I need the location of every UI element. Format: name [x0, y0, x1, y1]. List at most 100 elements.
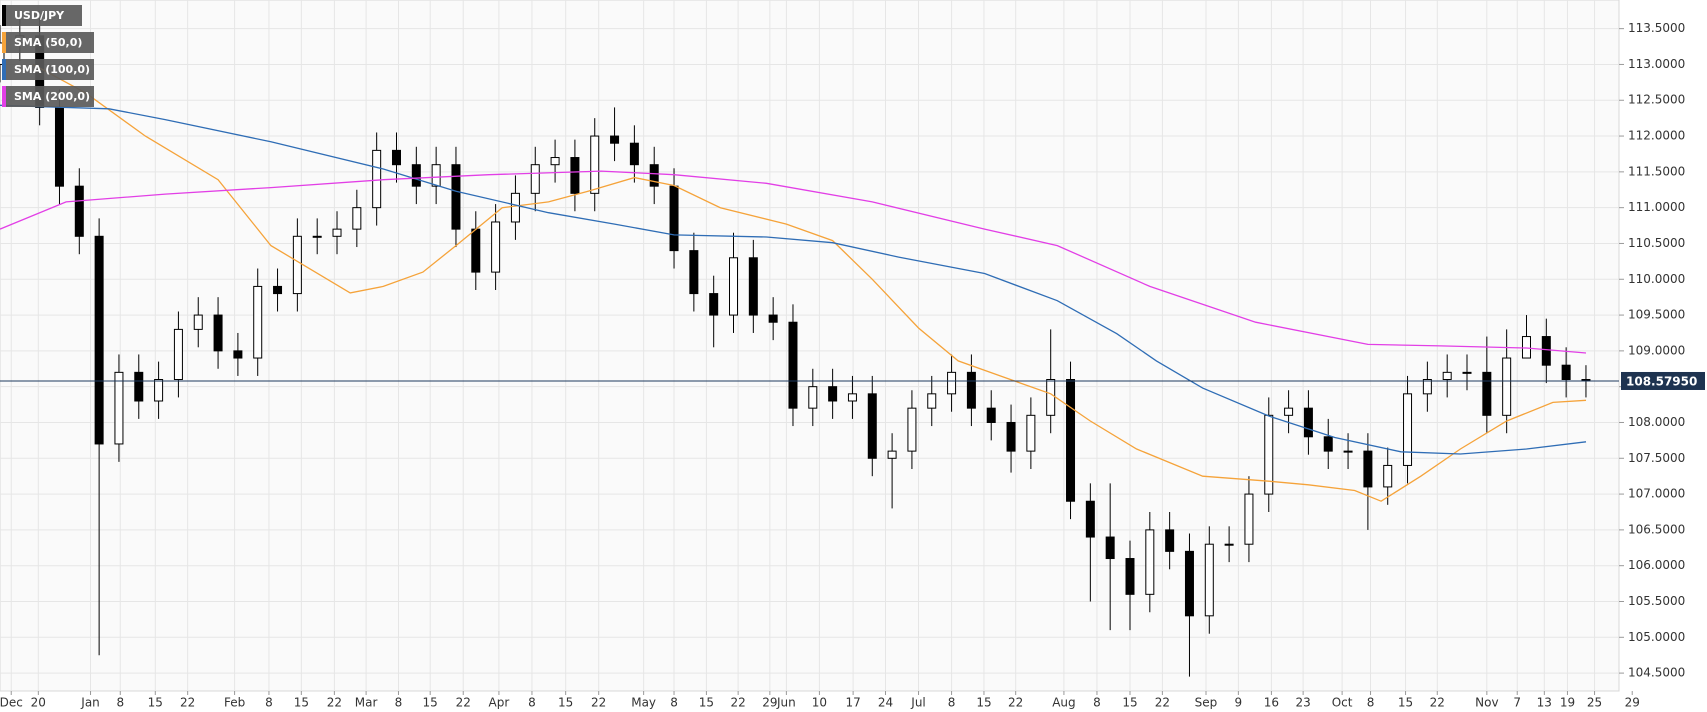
candle-body — [1066, 379, 1076, 502]
candle-body — [1264, 414, 1274, 495]
last-price-tag — [1621, 371, 1705, 390]
candle-body — [1184, 550, 1194, 617]
x-tick-label: 24 — [878, 696, 893, 710]
candle-body — [1006, 421, 1016, 452]
candle-body — [1224, 543, 1234, 546]
candle-body — [570, 157, 580, 194]
x-tick-label: 8 — [1093, 696, 1101, 710]
candle-body — [491, 221, 501, 273]
x-tick-label: Feb — [224, 696, 245, 710]
candle-body — [1462, 371, 1472, 374]
candle-body — [1561, 364, 1571, 381]
x-tick-label: 13 — [1537, 696, 1552, 710]
x-tick-label: Jan — [80, 696, 100, 710]
plot-area — [0, 0, 1620, 692]
x-tick-label: Mar — [355, 696, 378, 710]
candle-body — [1403, 393, 1413, 466]
candle-body — [431, 164, 441, 187]
candle-body — [729, 257, 739, 316]
legend-swatch — [2, 59, 6, 80]
candle-body — [213, 314, 223, 352]
candle-body — [1284, 407, 1294, 416]
candle-body — [1046, 379, 1056, 416]
x-tick-label: 15 — [1398, 696, 1413, 710]
candle-body — [1323, 436, 1333, 452]
x-tick-label: 15 — [699, 696, 714, 710]
sma-line — [0, 170, 1587, 354]
y-tick-label: 110.5000 — [1628, 236, 1685, 250]
sma-line — [32, 63, 1587, 502]
x-tick-label: 22 — [1155, 696, 1170, 710]
candle-body — [510, 192, 520, 223]
candle-body — [887, 450, 897, 459]
candle-body — [273, 285, 283, 295]
y-tick-label: 112.0000 — [1628, 129, 1685, 143]
y-tick-label: 113.5000 — [1628, 21, 1685, 35]
candle-body — [332, 228, 342, 237]
x-tick-label: 9 — [1235, 696, 1243, 710]
x-tick-label: Apr — [489, 696, 510, 710]
x-tick-label: 15 — [148, 696, 163, 710]
candle-body — [1482, 371, 1492, 416]
x-tick-label: Sep — [1195, 696, 1218, 710]
x-tick-label: 25 — [1587, 696, 1602, 710]
legend-label: SMA (200,0) — [14, 90, 90, 103]
x-tick-label: 22 — [1430, 696, 1445, 710]
candle-body — [867, 393, 877, 459]
candle-body — [0, 42, 5, 65]
x-tick-label: 22 — [1008, 696, 1023, 710]
x-tick-label: 15 — [558, 696, 573, 710]
candle-body — [193, 314, 203, 330]
candle-body — [1165, 529, 1175, 552]
x-tick-label: Aug — [1052, 696, 1075, 710]
candle-body — [1085, 500, 1095, 538]
candle-body — [1105, 536, 1115, 560]
x-tick-label: 8 — [948, 696, 956, 710]
candle-body — [74, 185, 84, 237]
x-tick-label: 8 — [116, 696, 124, 710]
candle-body — [471, 228, 481, 273]
x-tick-label: 7 — [1513, 696, 1521, 710]
candle-body — [669, 185, 679, 252]
x-tick-label: 19 — [1560, 696, 1575, 710]
legend-box — [2, 5, 82, 26]
x-tick-label: Oct — [1332, 696, 1353, 710]
candle-body — [610, 135, 620, 144]
candle-body — [1383, 464, 1393, 488]
candle-body — [154, 379, 164, 402]
y-tick-label: 111.5000 — [1628, 164, 1685, 178]
x-tick-label: Nov — [1475, 696, 1498, 710]
x-tick-label: 22 — [327, 696, 342, 710]
x-tick-label: 29 — [762, 696, 777, 710]
candle-body — [966, 371, 976, 409]
candle-body — [134, 371, 144, 402]
candle-body — [1204, 543, 1214, 617]
candle-body — [451, 164, 461, 230]
candle-body — [748, 257, 758, 316]
last-price-label: 108.57950 — [1626, 374, 1697, 388]
x-tick-label: 8 — [528, 696, 536, 710]
candle-body — [1363, 450, 1373, 488]
candle-body — [689, 250, 699, 295]
candle-body — [1502, 357, 1512, 416]
candle-body — [947, 371, 957, 395]
candle-body — [828, 386, 838, 402]
candle-body — [391, 149, 401, 166]
candle-body — [411, 164, 421, 187]
y-tick-label: 108.0000 — [1628, 415, 1685, 429]
candle-body — [768, 314, 778, 323]
candle-body — [1442, 371, 1452, 381]
candle-body — [590, 135, 600, 194]
x-tick-label: 29 — [1625, 696, 1640, 710]
candle-body — [1422, 379, 1432, 395]
x-tick-label: Jun — [776, 696, 796, 710]
x-tick-label: Dec — [0, 696, 23, 710]
y-tick-label: 109.0000 — [1628, 343, 1685, 357]
candle-body — [1244, 493, 1254, 545]
y-tick-label: 112.5000 — [1628, 93, 1685, 107]
x-tick-label: 8 — [670, 696, 678, 710]
candle-body — [114, 371, 124, 445]
y-tick-label: 105.5000 — [1628, 594, 1685, 608]
y-tick-label: 111.0000 — [1628, 200, 1685, 214]
